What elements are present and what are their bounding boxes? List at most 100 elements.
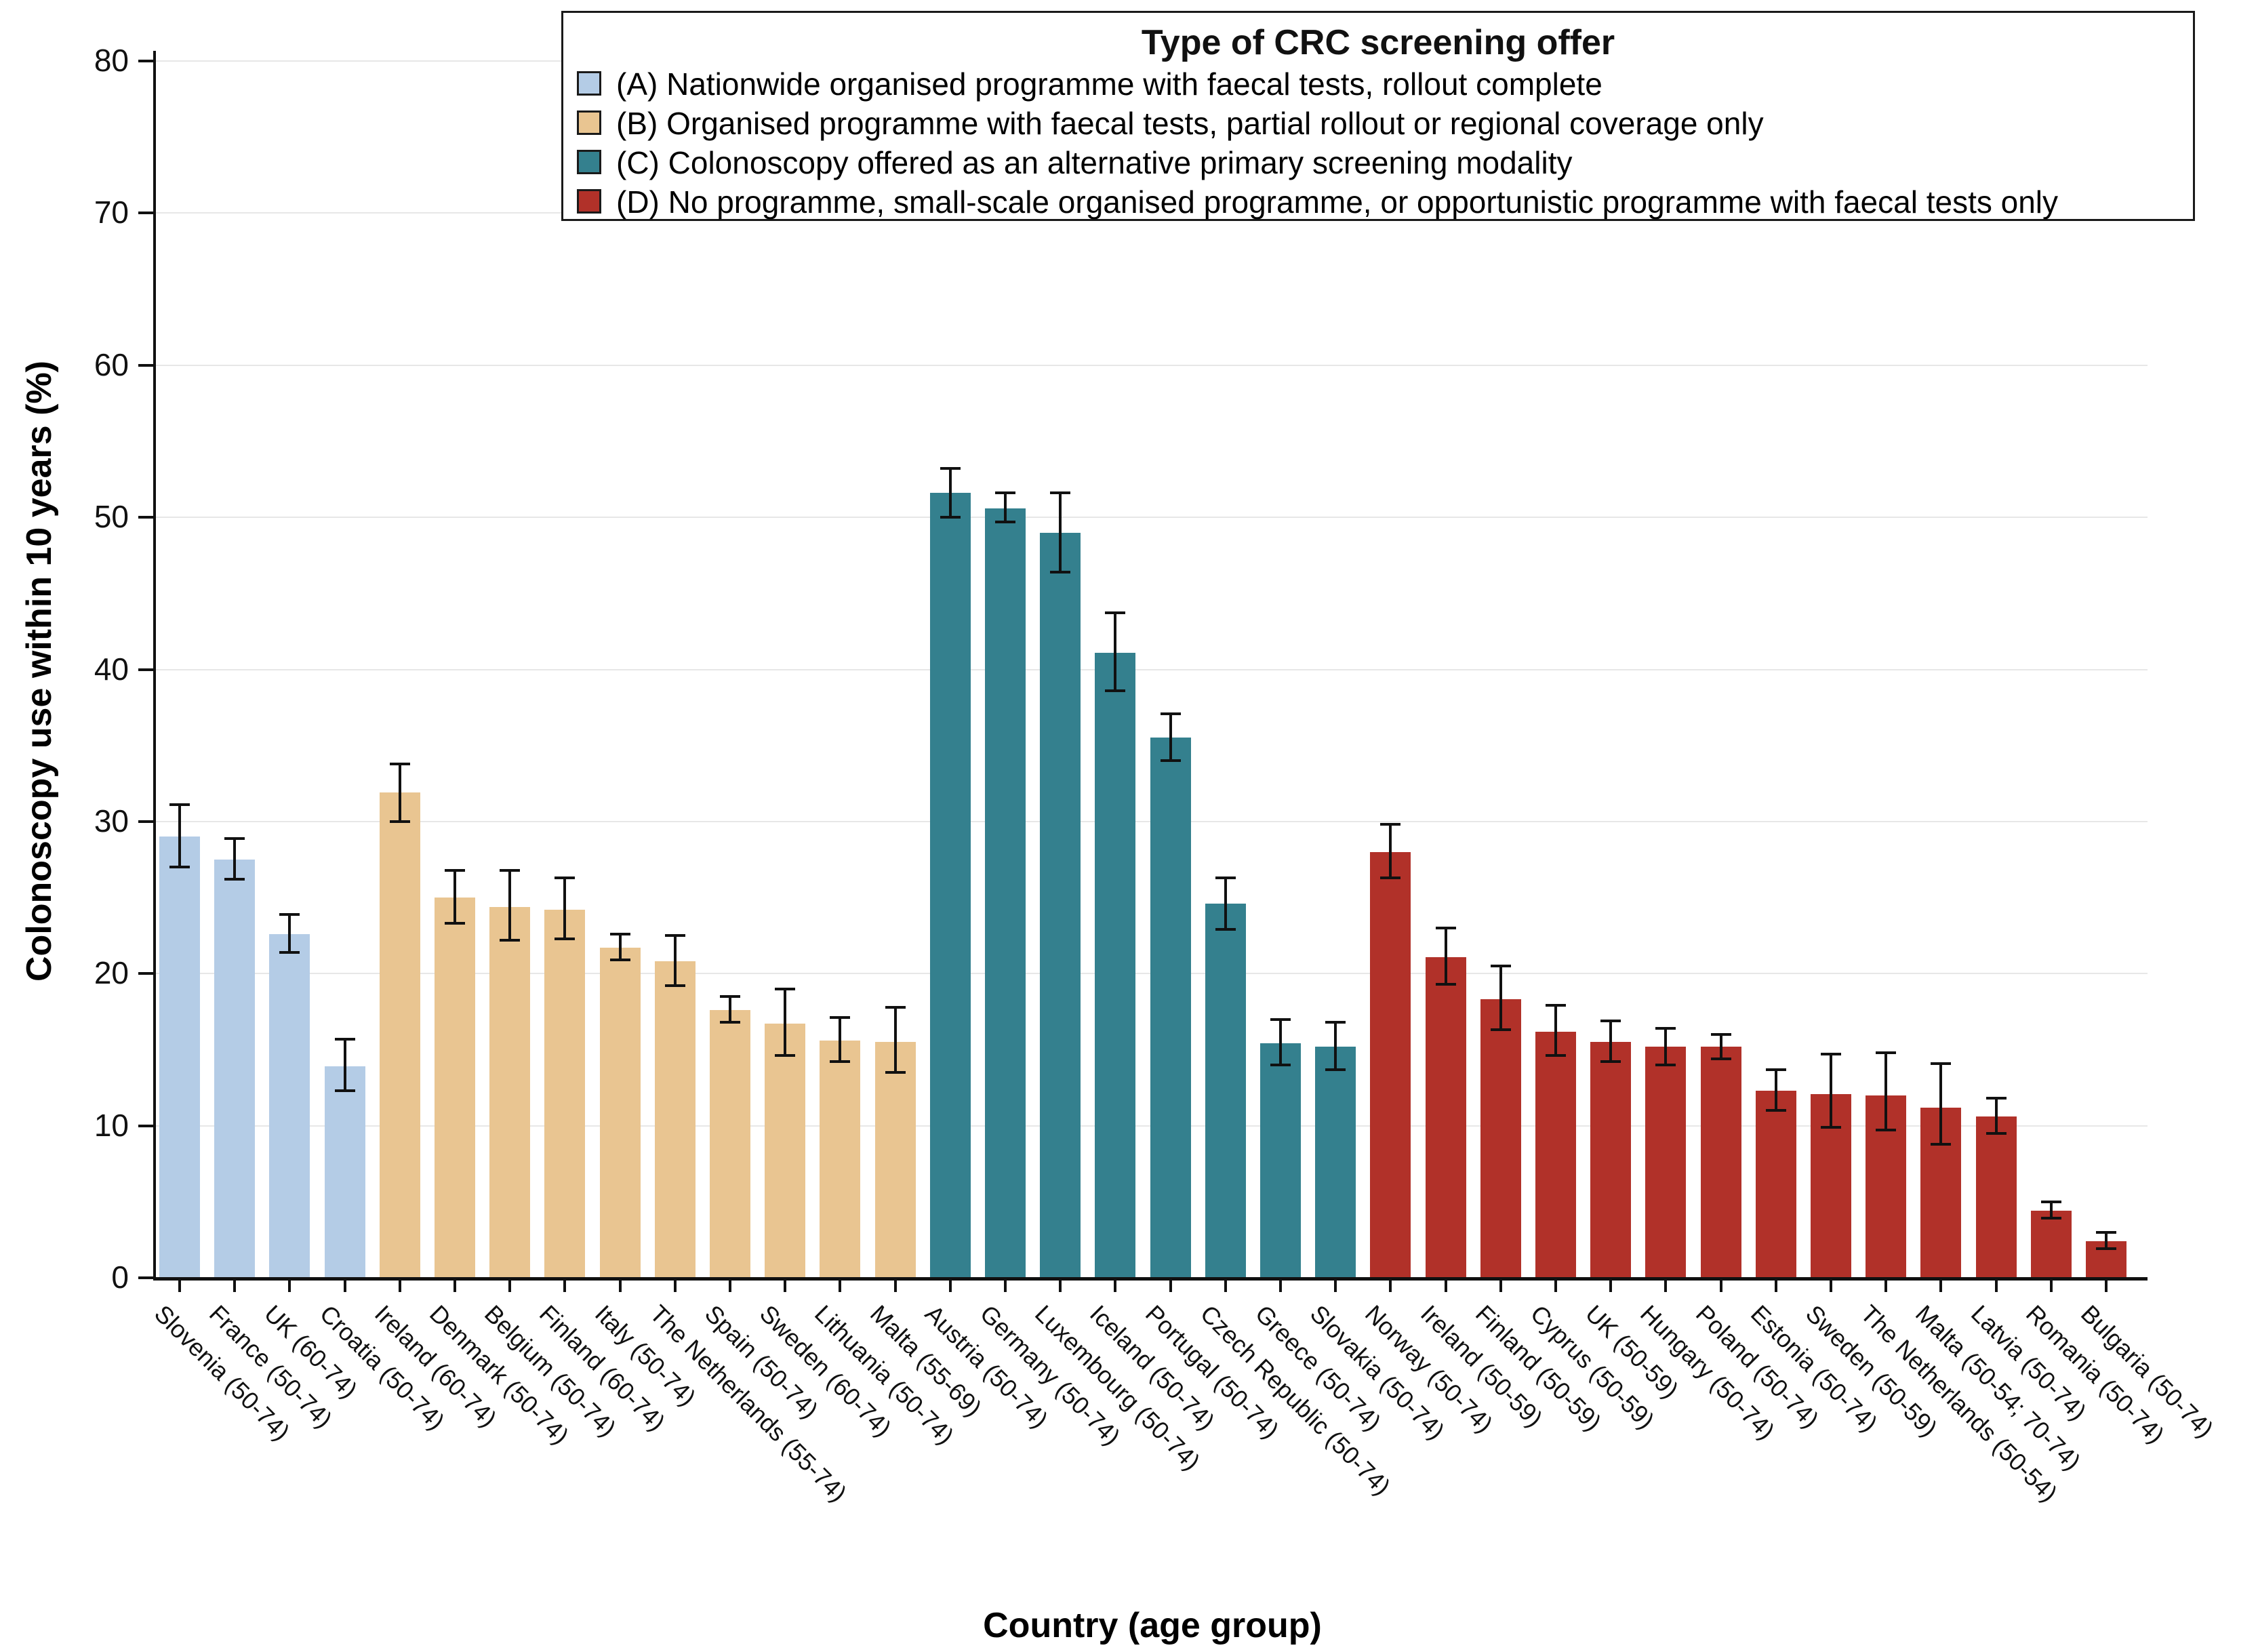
error-cap-bottom	[1270, 1063, 1291, 1066]
bar-Ireland (60-74)	[379, 792, 420, 1278]
error-line	[618, 933, 622, 961]
bar-Croatia (50-74)	[324, 1066, 365, 1278]
bar-Belgium (50-74)	[489, 906, 531, 1278]
error-cap-top	[1546, 1004, 1566, 1007]
error-cap-bottom	[334, 1089, 355, 1093]
error-line	[1939, 1063, 1943, 1144]
gridline-60	[156, 364, 2148, 366]
bar-Norway (50-74)	[1370, 851, 1411, 1278]
x-tick-mark	[1389, 1280, 1392, 1292]
error-cap-bottom	[1380, 876, 1401, 879]
x-tick-mark	[453, 1280, 456, 1292]
error-cap-bottom	[885, 1071, 906, 1074]
y-tick-mark	[138, 1124, 153, 1127]
bar-France (50-74)	[214, 859, 256, 1278]
error-cap-top	[1821, 1053, 1841, 1056]
error-cap-bottom	[445, 922, 465, 925]
error-cap-top	[775, 987, 796, 990]
error-cap-bottom	[389, 820, 410, 823]
bar-Lithuania (50-74)	[820, 1040, 861, 1278]
error-line	[343, 1039, 346, 1091]
x-tick-mark	[233, 1280, 237, 1292]
error-cap-bottom	[1600, 1060, 1621, 1064]
x-tick-mark	[1554, 1280, 1557, 1292]
bar-Portugal (50-74)	[1150, 738, 1191, 1278]
error-cap-top	[664, 934, 685, 938]
legend-label-A: (A) Nationwide organised programme with …	[616, 66, 1602, 102]
error-cap-bottom	[1876, 1129, 1897, 1132]
error-cap-bottom	[1490, 1028, 1511, 1032]
error-cap-bottom	[500, 938, 521, 942]
x-tick-mark	[2049, 1280, 2053, 1292]
error-cap-bottom	[224, 878, 245, 881]
x-tick-mark	[288, 1280, 291, 1292]
error-cap-top	[1215, 876, 1236, 879]
error-line	[178, 805, 181, 868]
error-line	[1499, 966, 1502, 1030]
error-cap-bottom	[555, 937, 576, 940]
error-line	[1169, 713, 1172, 761]
bar-Czech Republic (50-74)	[1205, 904, 1246, 1278]
x-tick-mark	[2105, 1280, 2108, 1292]
error-cap-bottom	[830, 1060, 851, 1064]
error-line	[1774, 1069, 1777, 1111]
error-line	[398, 763, 401, 822]
legend-swatch-A	[577, 71, 601, 96]
error-line	[1994, 1098, 1998, 1133]
bar-Sweden (60-74)	[765, 1024, 806, 1278]
bar-Greece (50-74)	[1260, 1043, 1301, 1278]
y-tick-mark	[138, 820, 153, 823]
x-tick-mark	[1224, 1280, 1227, 1292]
error-cap-top	[1050, 491, 1071, 495]
error-cap-top	[1160, 712, 1181, 715]
error-line	[1279, 1019, 1282, 1065]
error-cap-bottom	[1546, 1054, 1566, 1057]
y-tick-label: 0	[111, 1260, 129, 1295]
legend-label-C: (C) Colonoscopy offered as an alternativ…	[616, 145, 1573, 180]
error-line	[1719, 1034, 1722, 1059]
bar-Iceland (50-74)	[1095, 652, 1136, 1278]
error-line	[288, 914, 291, 952]
error-line	[948, 468, 952, 518]
x-tick-mark	[673, 1280, 677, 1292]
x-tick-mark	[948, 1280, 952, 1292]
error-cap-top	[445, 868, 465, 872]
error-cap-top	[720, 994, 740, 998]
y-tick-mark	[138, 211, 153, 215]
y-axis-title: Colonoscopy use within 10 years (%)	[20, 361, 59, 982]
bar-UK (60-74)	[269, 933, 310, 1278]
x-tick-mark	[1499, 1280, 1502, 1292]
y-tick-mark	[138, 972, 153, 975]
bar-Finland (50-59)	[1480, 999, 1521, 1278]
error-cap-top	[885, 1005, 906, 1009]
gridline-50	[156, 517, 2148, 519]
error-line	[563, 877, 567, 939]
error-line	[1114, 613, 1117, 691]
error-line	[893, 1007, 897, 1073]
x-tick-mark	[1444, 1280, 1447, 1292]
x-tick-mark	[1609, 1280, 1613, 1292]
y-tick-label: 30	[94, 803, 129, 839]
legend-swatch-D	[577, 189, 601, 214]
legend-box: Type of CRC screening offer (A) Nationwi…	[561, 11, 2195, 221]
x-axis-line	[153, 1277, 2148, 1281]
legend-swatch-B	[577, 110, 601, 135]
error-cap-bottom	[279, 950, 300, 954]
y-tick-mark	[138, 363, 153, 367]
error-cap-bottom	[664, 984, 685, 988]
x-tick-mark	[1114, 1280, 1117, 1292]
error-cap-bottom	[1215, 928, 1236, 931]
error-cap-bottom	[1050, 570, 1071, 573]
y-tick-label: 70	[94, 195, 129, 230]
x-tick-mark	[398, 1280, 401, 1292]
bar-Malta (55-69)	[874, 1042, 916, 1278]
y-tick-label: 50	[94, 499, 129, 535]
y-tick-label: 10	[94, 1107, 129, 1143]
bar-Ireland (50-59)	[1425, 956, 1466, 1278]
y-axis-line	[153, 51, 156, 1281]
x-tick-mark	[508, 1280, 512, 1292]
error-line	[1664, 1028, 1668, 1065]
error-cap-top	[169, 803, 190, 807]
x-tick-mark	[618, 1280, 622, 1292]
error-line	[1334, 1022, 1337, 1070]
